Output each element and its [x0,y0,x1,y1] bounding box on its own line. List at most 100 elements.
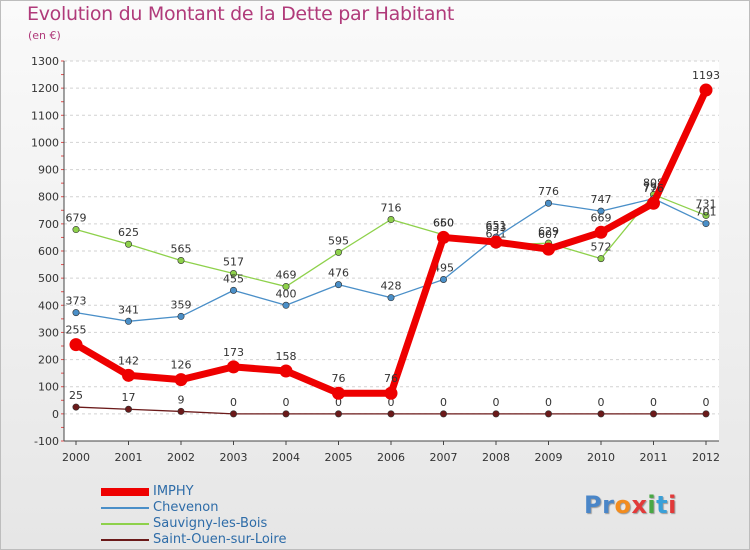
x-tick-label: 2007 [430,451,458,464]
data-point [544,410,552,418]
x-tick-label: 2010 [587,451,615,464]
data-label: 0 [598,396,605,409]
data-point [230,270,238,278]
data-point [282,283,290,291]
data-point [542,242,555,256]
legend-item: Saint-Ouen-sur-Loire [101,532,286,548]
x-tick-label: 2003 [220,451,248,464]
legend-item: IMPHY [101,484,286,500]
legend-swatch [101,488,149,496]
logo-letter: i [668,491,677,519]
data-label: 625 [118,226,139,239]
data-label: 607 [538,228,559,241]
legend-swatch [101,507,149,509]
data-point [489,235,503,249]
data-point [334,248,342,256]
x-tick-label: 2011 [640,451,668,464]
data-label: 359 [171,298,192,311]
data-point [72,309,80,317]
data-point [69,338,83,352]
data-label: 572 [591,241,612,254]
data-label: 595 [328,234,349,247]
y-tick-label: 100 [38,381,59,394]
legend-item: Chevenon [101,500,286,516]
legend-item: Sauvigny-les-Bois [101,516,286,532]
data-label: 0 [283,396,290,409]
data-point [702,211,710,219]
data-label: 17 [122,391,136,404]
legend-label: IMPHY [153,484,194,499]
y-tick-label: 200 [38,354,59,367]
data-label: 76 [384,372,398,385]
data-point [174,373,188,387]
data-label: 255 [66,324,87,337]
data-label: 76 [332,372,346,385]
data-label: 495 [433,262,454,275]
x-tick-label: 2008 [482,451,510,464]
data-label: 0 [335,396,342,409]
legend-label: Sauvigny-les-Bois [153,516,268,531]
data-point [332,386,345,400]
data-label: 517 [223,256,244,269]
chart-legend: IMPHY Chevenon Sauvigny-les-Bois Saint-Ouen… [101,484,286,548]
data-label: 9 [178,393,185,406]
data-point [177,407,185,415]
data-point [72,403,80,411]
data-label: 341 [118,303,139,316]
data-label: 701 [696,206,717,219]
data-label: 0 [650,396,657,409]
data-label: 629 [538,225,559,238]
logo-letter: x [631,491,648,519]
data-point [387,410,395,418]
data-label: 0 [493,396,500,409]
data-label: 716 [381,202,402,215]
proxiti-logo: Proxiti [584,491,677,519]
data-label: 0 [388,396,395,409]
data-label: 142 [118,354,139,367]
data-label: 660 [433,217,454,230]
y-tick-label: -100 [34,435,59,448]
data-label: 633 [486,221,507,234]
data-label: 747 [591,193,612,206]
logo-letter: o [614,491,632,519]
data-point [702,220,710,228]
data-point [72,226,80,234]
data-label: 469 [276,269,297,282]
y-tick-label: 500 [38,272,59,285]
data-label: 400 [276,287,297,300]
data-label: 650 [433,216,454,229]
y-tick-label: 0 [52,408,59,421]
data-point [544,199,552,207]
y-tick-label: 1200 [31,82,59,95]
data-point [282,410,290,418]
data-label: 651 [486,219,507,232]
x-tick-label: 2005 [325,451,353,464]
data-point [387,216,395,224]
y-tick-label: 400 [38,299,59,312]
data-label: 373 [66,295,87,308]
data-point [597,410,605,418]
data-point [334,281,342,289]
data-label: 0 [545,396,552,409]
data-point [492,410,500,418]
x-tick-label: 2006 [377,451,405,464]
data-label: 669 [591,211,612,224]
legend-label: Saint-Ouen-sur-Loire [153,532,287,547]
data-point [125,317,133,325]
logo-letter: i [647,491,657,519]
data-label: 428 [381,280,402,293]
data-point [177,256,185,264]
y-tick-label: 1000 [31,136,59,149]
x-tick-label: 2012 [692,451,720,464]
data-point [647,196,660,210]
x-tick-label: 2009 [535,451,563,464]
logo-letter: P [584,491,603,519]
data-label: 173 [223,346,244,359]
data-point [122,368,135,382]
data-label: 25 [69,389,83,402]
data-point [439,275,447,283]
legend-swatch [101,523,149,525]
y-tick-label: 1100 [31,109,59,122]
